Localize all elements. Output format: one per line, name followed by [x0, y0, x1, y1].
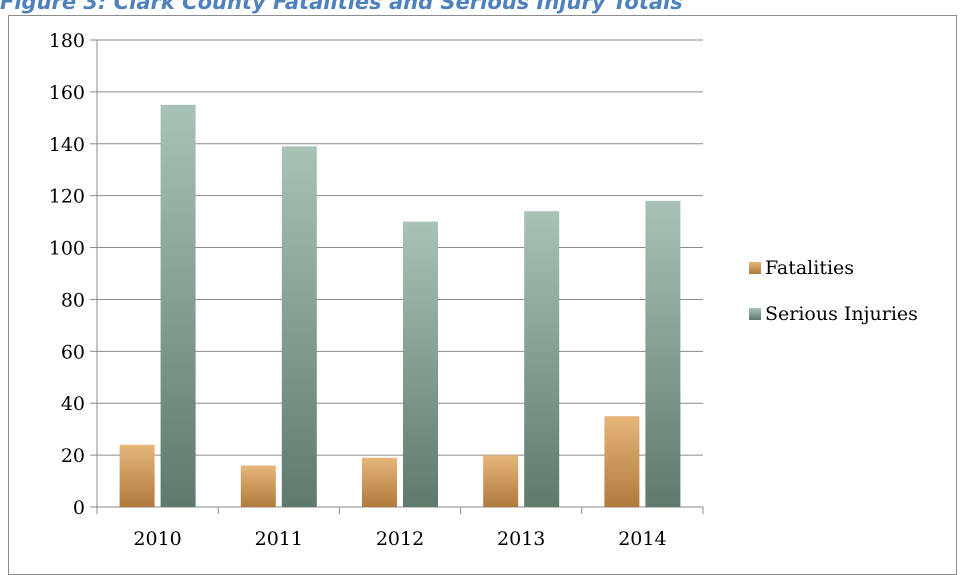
bar-serious-injuries-2011 — [281, 146, 317, 507]
legend-swatch — [749, 308, 761, 320]
x-tick-label: 2012 — [376, 528, 424, 550]
bar-fatalities-2013 — [483, 455, 519, 507]
y-tick-label: 120 — [49, 186, 85, 208]
bar-fatalities-2012 — [362, 457, 397, 507]
x-tick-label: 2010 — [133, 528, 181, 550]
bar-serious-injuries-2014 — [645, 200, 681, 507]
legend-label: Fatalities — [765, 257, 854, 279]
x-tick-label: 2014 — [618, 528, 666, 550]
bar-serious-injuries-2013 — [524, 211, 560, 507]
x-tick-label: 2011 — [255, 528, 303, 550]
legend-item-fatalities: Fatalities — [749, 257, 854, 279]
bar-fatalities-2010 — [119, 444, 155, 507]
y-tick-label: 180 — [49, 30, 85, 52]
legend-swatch — [749, 262, 761, 274]
legend-item-serious-injuries: Serious Injuries — [749, 303, 918, 325]
figure-caption: Figure 3: Clark County Fatalities and Se… — [0, 0, 683, 14]
legend: Fatalities Serious Injuries — [749, 257, 918, 325]
y-tick-label: 80 — [61, 289, 85, 311]
gridlines — [97, 39, 703, 456]
bar-fatalities-2011 — [240, 465, 276, 507]
bar-serious-injuries-2012 — [403, 221, 438, 507]
legend-label: Serious Injuries — [765, 303, 918, 325]
axes — [90, 39, 704, 514]
tick-labels: 0 20 40 60 80 100 120 140 160 180 2010 2011 2012 2013… — [49, 30, 667, 550]
bars — [119, 104, 681, 507]
bar-serious-injuries-2010 — [160, 104, 196, 507]
y-tick-label: 20 — [61, 445, 85, 467]
x-tick-label: 2013 — [497, 528, 545, 550]
y-tick-label: 60 — [61, 341, 85, 363]
y-tick-label: 160 — [49, 82, 85, 104]
y-tick-label: 40 — [61, 393, 85, 415]
y-tick-label: 100 — [49, 238, 85, 260]
y-tick-label: 140 — [49, 134, 85, 156]
bar-fatalities-2014 — [604, 416, 640, 507]
y-tick-label: 0 — [73, 497, 85, 519]
